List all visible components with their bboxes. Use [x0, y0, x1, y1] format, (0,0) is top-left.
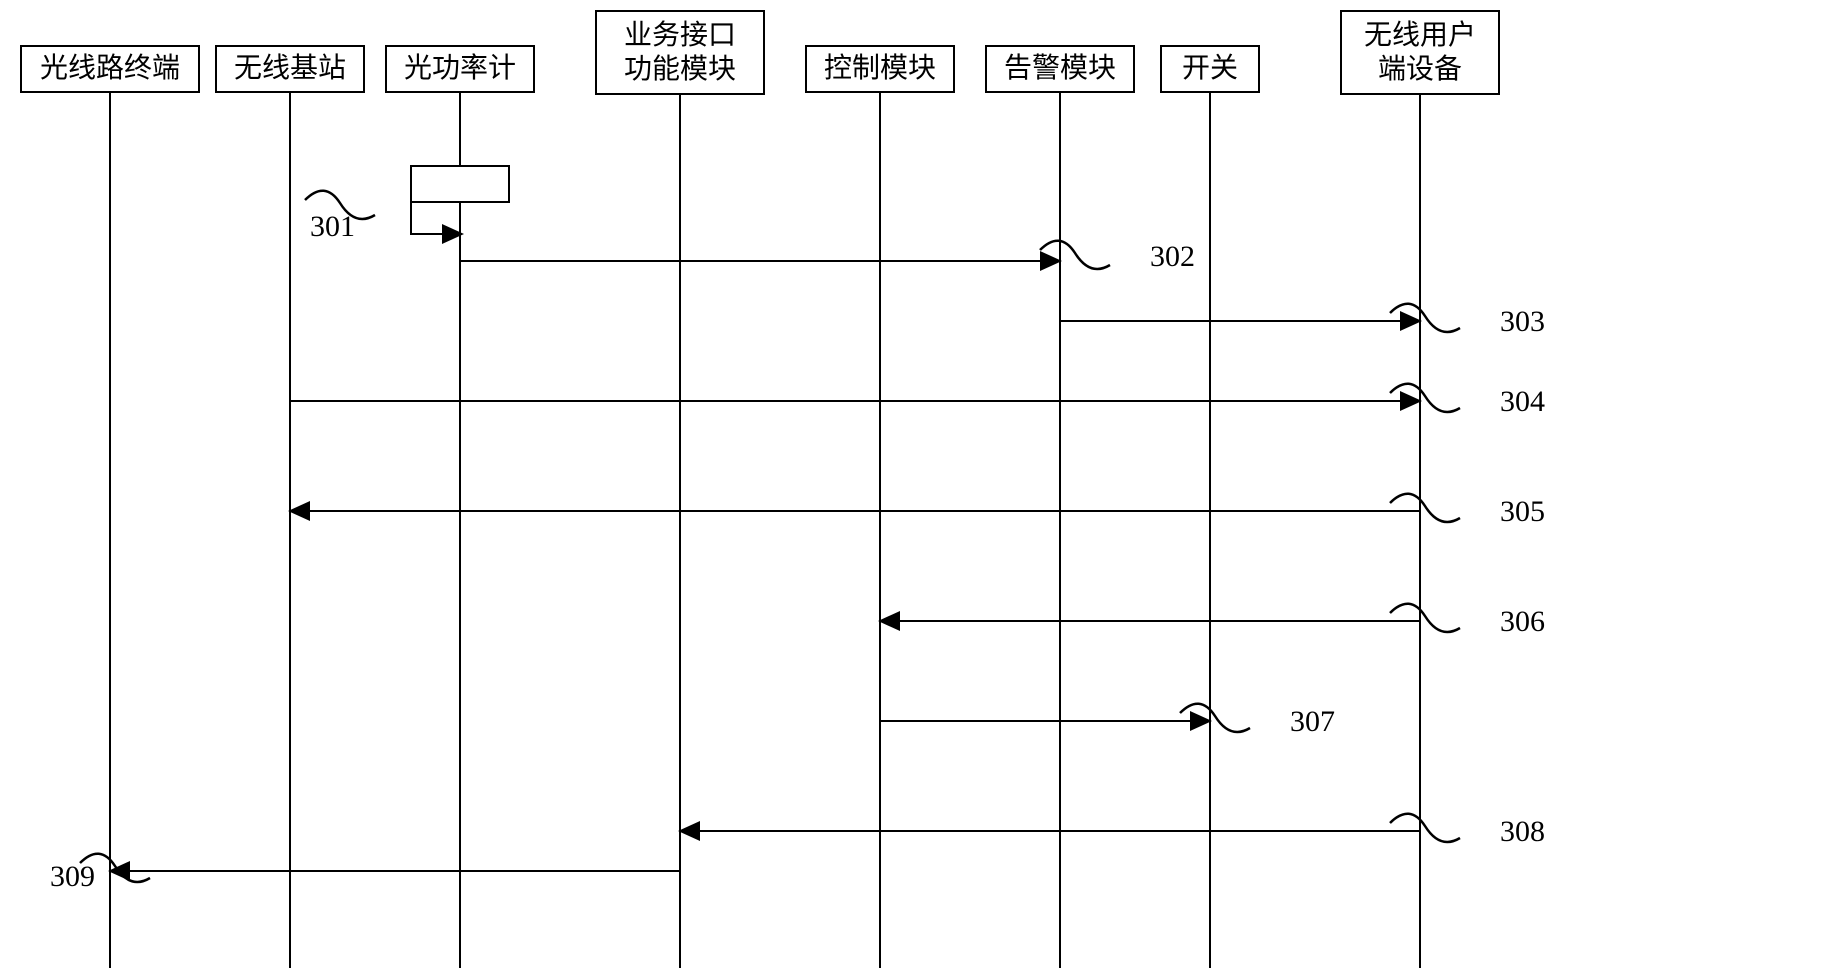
- message-302: [460, 260, 1060, 262]
- squiggle-connector: [300, 185, 380, 235]
- lifeline-label: 告警模块: [1004, 52, 1116, 86]
- self-activation: [410, 165, 510, 203]
- lifeline-olt: [109, 93, 111, 968]
- lifeline-label: 无线用户 端设备: [1364, 19, 1476, 86]
- lifeline-header-olt: 光线路终端: [20, 45, 200, 93]
- lifeline-label: 光功率计: [404, 52, 516, 86]
- message-309: [110, 870, 680, 872]
- message-305: [290, 510, 1420, 512]
- lifeline-bs: [289, 93, 291, 968]
- message-label-308: 308: [1500, 815, 1545, 849]
- message-308: [680, 830, 1420, 832]
- lifeline-header-sif: 业务接口 功能模块: [595, 10, 765, 95]
- squiggle-connector: [1035, 235, 1115, 285]
- squiggle-connector: [1385, 808, 1465, 858]
- message-304: [290, 400, 1420, 402]
- squiggle-connector: [1385, 488, 1465, 538]
- message-label-307: 307: [1290, 705, 1335, 739]
- message-label-306: 306: [1500, 605, 1545, 639]
- lifeline-ctrl: [879, 93, 881, 968]
- lifeline-header-cpe: 无线用户 端设备: [1340, 10, 1500, 95]
- lifeline-header-alarm: 告警模块: [985, 45, 1135, 93]
- arrow-head: [442, 224, 464, 244]
- lifeline-label: 无线基站: [234, 52, 346, 86]
- message-306: [880, 620, 1420, 622]
- arrow-head: [288, 501, 310, 521]
- lifeline-header-switch: 开关: [1160, 45, 1260, 93]
- lifeline-label: 开关: [1182, 52, 1238, 86]
- squiggle-connector: [1385, 598, 1465, 648]
- lifeline-label: 业务接口 功能模块: [624, 19, 736, 86]
- squiggle-connector: [1385, 378, 1465, 428]
- message-label-305: 305: [1500, 495, 1545, 529]
- message-303: [1060, 320, 1420, 322]
- arrow-head: [878, 611, 900, 631]
- arrow-head: [678, 821, 700, 841]
- lifeline-header-ctrl: 控制模块: [805, 45, 955, 93]
- lifeline-header-bs: 无线基站: [215, 45, 365, 93]
- squiggle-connector: [1385, 298, 1465, 348]
- message-label-304: 304: [1500, 385, 1545, 419]
- lifeline-label: 控制模块: [824, 52, 936, 86]
- message-label-303: 303: [1500, 305, 1545, 339]
- lifeline-alarm: [1059, 93, 1061, 968]
- squiggle-connector: [75, 848, 155, 898]
- lifeline-label: 光线路终端: [40, 52, 180, 86]
- message-307: [880, 720, 1210, 722]
- lifeline-switch: [1209, 93, 1211, 968]
- message-label-302: 302: [1150, 240, 1195, 274]
- squiggle-connector: [1175, 698, 1255, 748]
- lifeline-header-opm: 光功率计: [385, 45, 535, 93]
